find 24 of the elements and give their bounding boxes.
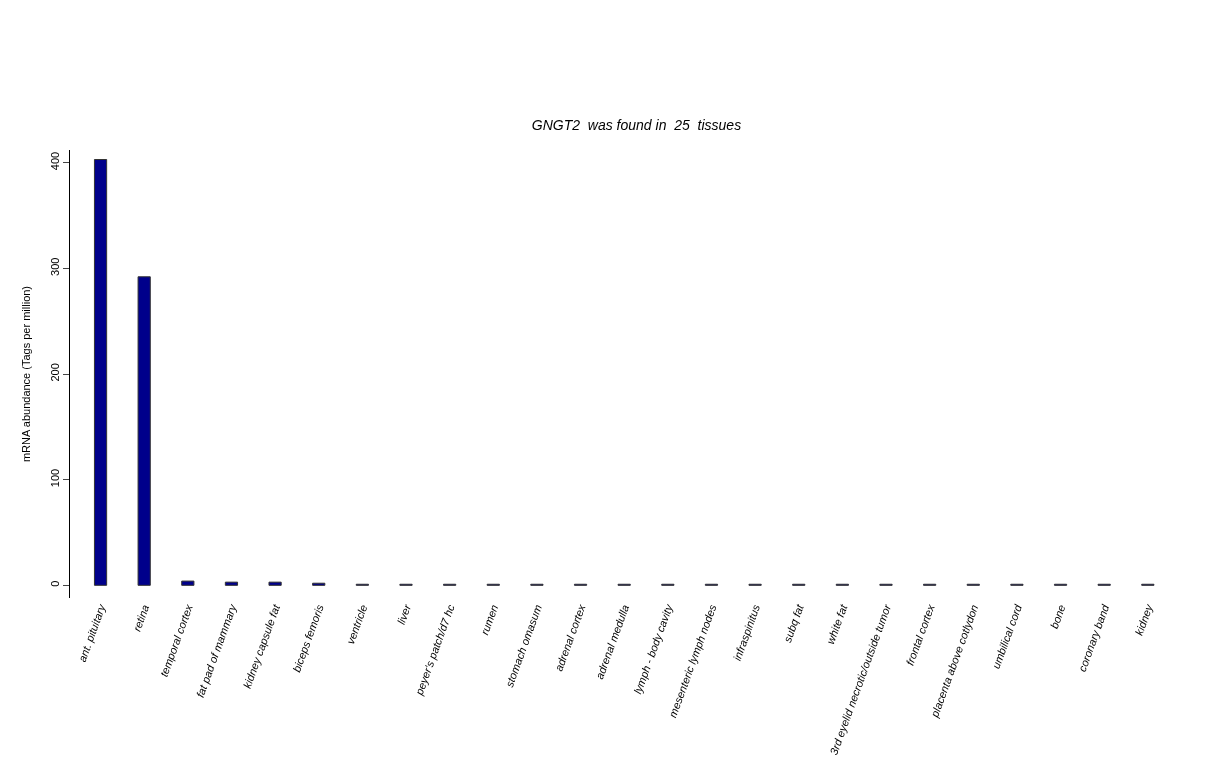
x-tick-label: subq fat xyxy=(781,602,807,644)
x-tick-label: frontal cortex xyxy=(903,602,937,667)
x-tick-label: rumen xyxy=(478,602,501,637)
x-tick-label: biceps femoris xyxy=(290,602,326,674)
x-tick-label: retina xyxy=(130,602,152,633)
bar xyxy=(181,580,195,586)
x-tick-label: adrenal cortex xyxy=(552,602,588,673)
x-tick-label: adrenal medulla xyxy=(593,602,632,681)
x-tick-label: white fat xyxy=(824,602,850,646)
y-tick-label: 300 xyxy=(48,257,61,276)
bar xyxy=(312,582,326,586)
y-tick-label: 100 xyxy=(48,468,61,488)
bar xyxy=(224,581,239,586)
x-tick-label: liver xyxy=(394,601,414,627)
chart-title: GNGT2 was found in 25 tissues xyxy=(531,117,742,133)
bar xyxy=(268,581,282,586)
bar xyxy=(137,276,151,586)
y-axis-title: mRNA abundance (Tags per million) xyxy=(20,285,33,463)
x-tick-label: bone xyxy=(1047,602,1068,631)
y-tick-label: 400 xyxy=(48,151,61,171)
y-tick-label: 200 xyxy=(48,363,61,382)
bar xyxy=(93,159,108,586)
y-tick-label: 0 xyxy=(48,580,61,587)
x-tick-label: lymph - body cavity xyxy=(631,601,676,696)
